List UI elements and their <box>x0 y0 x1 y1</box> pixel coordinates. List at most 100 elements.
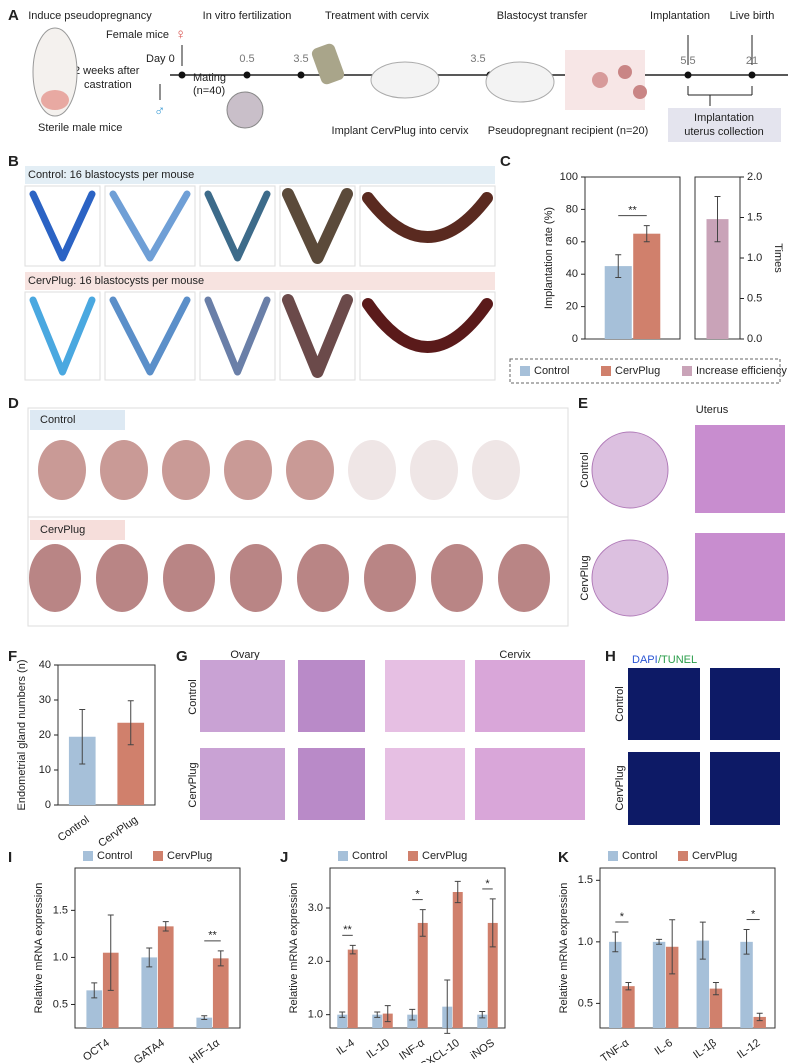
mating-label: Mating <box>193 72 226 84</box>
bar <box>407 1014 418 1028</box>
bar <box>740 941 753 1028</box>
x-tick-label: Control <box>56 814 92 844</box>
pup <box>410 440 458 500</box>
error-bar <box>79 708 86 765</box>
error-bar <box>91 982 98 999</box>
y-tick-label: 100 <box>560 171 578 183</box>
error-bar <box>419 909 426 937</box>
uterus-photo <box>359 185 496 267</box>
legend-label: Control <box>352 850 387 862</box>
legend-label: CervPlug <box>615 365 660 377</box>
group-band <box>30 520 125 540</box>
fluorescence <box>628 752 700 825</box>
sterile-label: Sterile male mice <box>38 122 122 134</box>
error-bar <box>489 898 496 948</box>
pup <box>38 440 86 500</box>
y-axis-label: Relative mRNA expression <box>558 883 570 1014</box>
uterus <box>204 190 271 262</box>
legend-label: CervPlug <box>167 850 212 862</box>
uterus <box>29 190 96 262</box>
histology <box>475 660 585 732</box>
bar <box>196 1017 213 1028</box>
group-label: Control: 16 blastocysts per mouse <box>28 169 194 181</box>
legend-label: CervPlug <box>422 850 467 862</box>
significance-label: * <box>485 878 490 890</box>
bar <box>609 941 622 1028</box>
legend-swatch <box>608 851 618 861</box>
panel-letter: B <box>8 153 19 170</box>
error-bar <box>454 880 461 904</box>
collection-label: uterus collection <box>684 126 764 138</box>
legend-swatch <box>83 851 93 861</box>
histology <box>475 748 585 820</box>
bar <box>665 946 679 1028</box>
y-tick-label: 2.0 <box>747 171 762 183</box>
error-bar <box>699 921 706 960</box>
error-bar <box>162 921 169 932</box>
y-tick-label: 0.5 <box>53 998 68 1010</box>
x-tick-label: GATA4 <box>132 1037 167 1063</box>
bar <box>141 957 158 1028</box>
row-label: Control <box>614 686 626 721</box>
x-tick-label: TNF-α <box>599 1037 632 1063</box>
castration-label: castration <box>84 79 132 91</box>
step-label: Implantation <box>650 10 710 22</box>
error-bar <box>625 981 632 991</box>
error-bar <box>615 254 622 278</box>
row-label: Control <box>579 452 591 487</box>
pup <box>431 544 483 612</box>
error-bar <box>656 938 663 945</box>
step-label: Live birth <box>730 10 775 22</box>
pup <box>286 440 334 500</box>
castration-label: 2 weeks after <box>74 65 140 77</box>
pup <box>297 544 349 612</box>
error-bar <box>479 1010 486 1019</box>
error-bar <box>409 1008 416 1021</box>
axes-frame <box>74 867 241 1029</box>
x-tick-label: HIF-1α <box>187 1037 222 1063</box>
y-tick-label: 20 <box>39 729 51 741</box>
mating-label: (n=40) <box>193 85 225 97</box>
bar <box>706 219 729 339</box>
bar <box>652 941 666 1028</box>
y-tick-label: 1.5 <box>747 211 762 223</box>
axes-frame <box>584 176 681 340</box>
bar <box>347 949 358 1028</box>
panel-letter: E <box>578 395 588 412</box>
error-bar <box>712 981 719 996</box>
y-tick-label: 0.0 <box>747 333 762 345</box>
legend-swatch <box>601 366 611 376</box>
pup <box>163 544 215 612</box>
error-bar <box>201 1015 208 1021</box>
error-bar <box>714 195 721 243</box>
legend-label: Control <box>97 850 132 862</box>
pup <box>348 440 396 500</box>
day-label: 3.5 <box>470 53 485 65</box>
y-tick-label: 0.5 <box>578 997 593 1009</box>
error-bar <box>217 950 224 967</box>
legend-label: Control <box>534 365 569 377</box>
histology <box>200 660 285 732</box>
pup <box>29 544 81 612</box>
uterus <box>109 296 191 376</box>
y-tick-label: 0.5 <box>747 292 762 304</box>
legend-box <box>509 358 781 384</box>
pup <box>472 440 520 500</box>
panel-letter: D <box>8 395 19 412</box>
row-label: CervPlug <box>614 765 626 810</box>
error-bar <box>612 931 619 953</box>
legend-label: Increase efficiency <box>696 365 787 377</box>
error-bar <box>146 947 153 968</box>
bar <box>372 1014 383 1028</box>
uterus <box>282 188 353 264</box>
day-label: Day 0 <box>146 53 175 65</box>
x-tick-label: IL-6 <box>653 1037 675 1058</box>
significance-label: ** <box>628 205 637 217</box>
bar <box>696 940 710 1028</box>
panel-letter: I <box>8 849 12 866</box>
pup <box>96 544 148 612</box>
y-tick-label: 1.0 <box>747 252 762 264</box>
pup <box>224 440 272 500</box>
panel-letter: J <box>280 849 288 866</box>
